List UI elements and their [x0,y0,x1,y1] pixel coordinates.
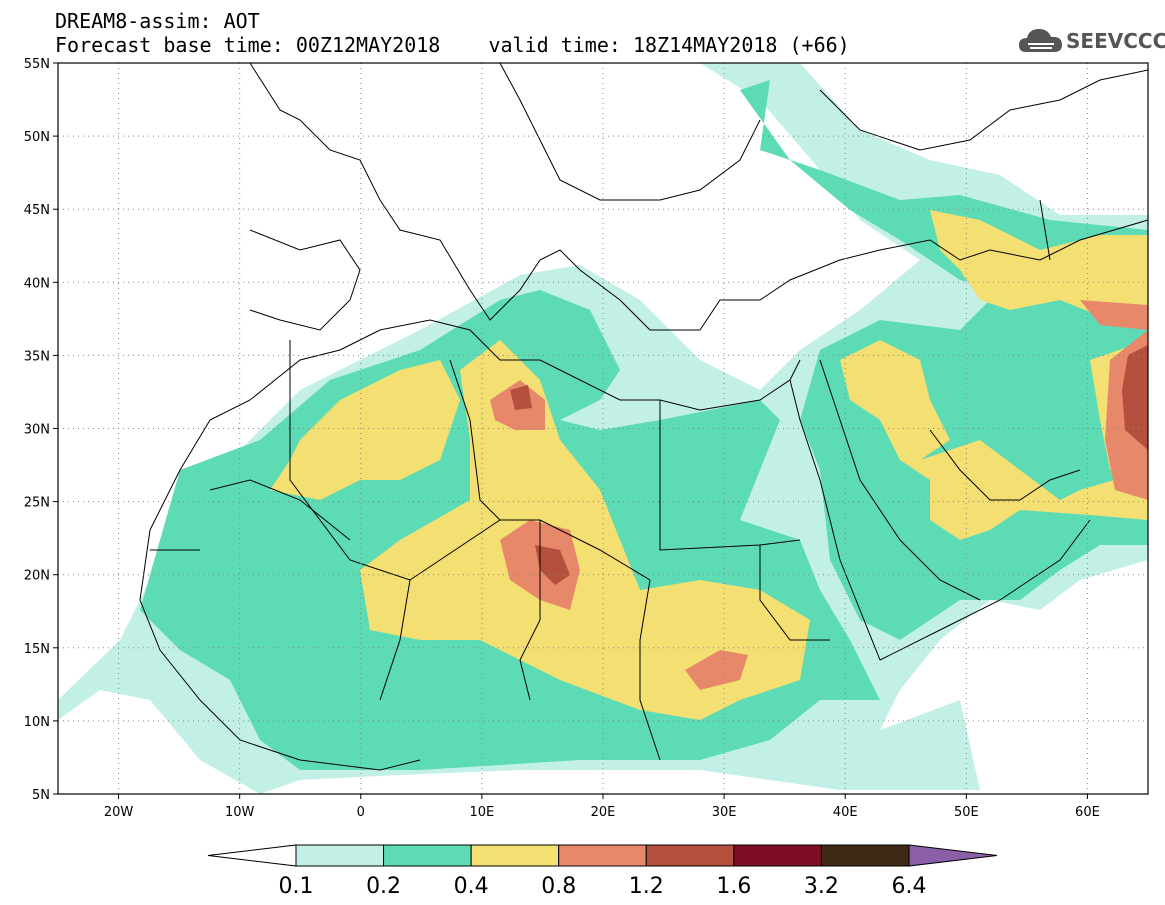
aot-region-08c [685,650,748,690]
colorbar-box [645,844,735,867]
lon-tick-label: 60E [1075,805,1100,820]
forecast-time-line: Forecast base time: 00Z12MAY2018 valid t… [55,33,850,57]
colorbar-boxes [207,844,998,867]
lat-tick-label: 5N [32,788,50,803]
map-title: DREAM8-assim: AOT [55,9,260,33]
lat-tick-labels: 55N 50N 45N 40N 35N 30N 25N 20N 15N 10N 5N [24,57,58,803]
colorbar-box [820,844,910,867]
lon-tick-label: 20E [591,805,616,820]
colorbar-label: 1.2 [629,874,664,899]
lat-tick-label: 35N [24,349,50,364]
colorbar-high-triangle [908,844,998,867]
lat-tick-label: 40N [24,276,50,291]
aot-region-04b [270,360,460,500]
colorbar-label: 6.4 [892,874,927,899]
lon-tick-labels: 20W 10W 0 10E 20E 30E 40E 50E 60E [104,794,1100,820]
lat-tick-label: 55N [24,57,50,72]
colorbar-label: 0.1 [279,874,314,899]
lon-tick-label: 40E [833,805,858,820]
aot-region-04c [840,340,1148,540]
lat-tick-label: 15N [24,642,50,657]
colorbar-label: 0.8 [541,874,576,899]
lon-tick-label: 0 [357,805,365,820]
lon-tick-label: 30E [712,805,737,820]
aot-region-12b [510,385,532,410]
lat-tick-label: 10N [24,715,50,730]
logo-text: SEEVCCC [1066,29,1165,53]
aot-region-04 [360,340,810,720]
country-borders [139,63,1148,771]
aot-region-12 [535,545,570,585]
colorbar-label: 3.2 [804,874,839,899]
colorbar-box [383,844,472,867]
lat-tick-label: 50N [24,130,50,145]
lat-tick-label: 25N [24,496,50,511]
colorbar-label: 0.4 [454,874,489,899]
seevccc-logo: SEEVCCC [1018,24,1165,58]
colorbar-label: 0.2 [366,874,401,899]
lon-tick-label: 50E [954,805,979,820]
lat-tick-label: 30N [24,423,50,438]
lon-tick-label: 10E [470,805,495,820]
aot-region-04d [930,210,1148,320]
colorbar-box [295,844,385,867]
aot-map: 55N 50N 45N 40N 35N 30N 25N 20N 15N 10N 5N 20W 10W 0… [24,57,1149,820]
lon-tick-label: 20W [104,805,134,820]
colorbar-label: 1.6 [716,874,751,899]
aot-region-12c [1122,345,1148,450]
colorbar-box [470,844,560,867]
colorbar-low-triangle [207,844,297,867]
aot-region-02c [740,80,1148,300]
lon-tick-label: 10W [225,805,255,820]
colorbar-box [558,844,647,867]
aot-region-08e [1080,300,1148,330]
lat-tick-label: 45N [24,203,50,218]
cloud-icon [1019,29,1062,52]
colorbar-labels: 0.1 0.2 0.4 0.8 1.2 1.6 3.2 6.4 [279,874,927,899]
lat-tick-label: 20N [24,569,50,584]
colorbar-box [733,844,822,867]
